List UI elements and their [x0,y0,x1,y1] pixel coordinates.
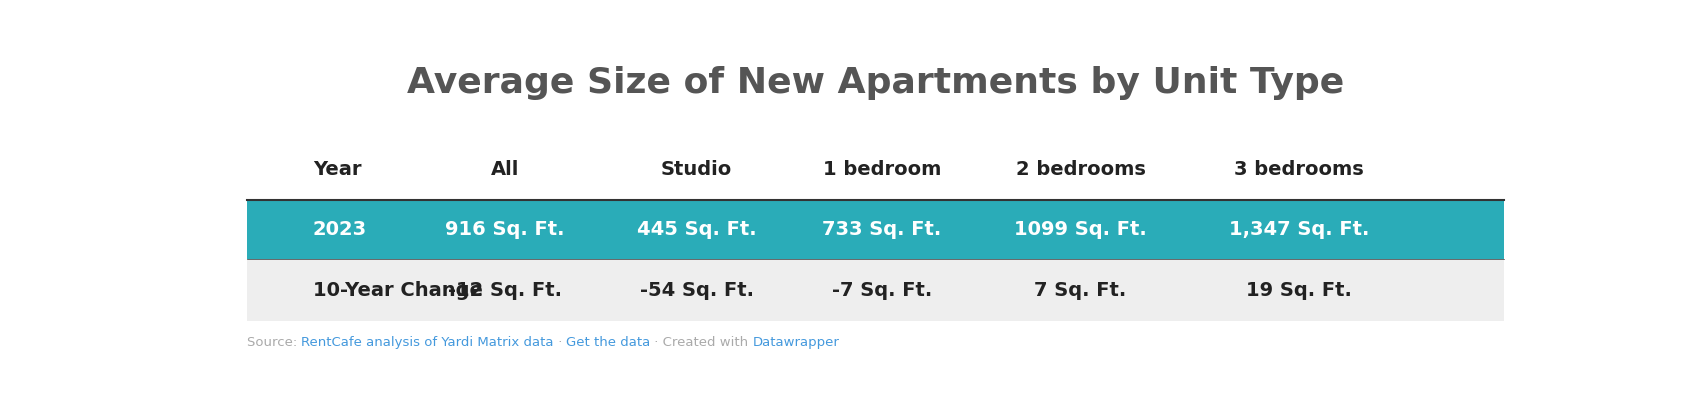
Text: 2 bedrooms: 2 bedrooms [1016,160,1145,180]
Text: 10-Year Change: 10-Year Change [312,281,483,299]
Text: 2023: 2023 [312,220,367,239]
Text: 19 Sq. Ft.: 19 Sq. Ft. [1246,281,1350,299]
Text: -54 Sq. Ft.: -54 Sq. Ft. [640,281,753,299]
Text: Year: Year [312,160,362,180]
Text: All: All [490,160,519,180]
Text: Studio: Studio [661,160,732,180]
Text: · Created with: · Created with [650,336,753,349]
Text: -12 Sq. Ft.: -12 Sq. Ft. [447,281,562,299]
Text: -7 Sq. Ft.: -7 Sq. Ft. [831,281,932,299]
Text: Get the data: Get the data [567,336,650,349]
Text: 445 Sq. Ft.: 445 Sq. Ft. [637,220,756,239]
Text: 3 bedrooms: 3 bedrooms [1234,160,1362,180]
Text: 7 Sq. Ft.: 7 Sq. Ft. [1034,281,1127,299]
Text: Datawrapper: Datawrapper [753,336,840,349]
Text: RentCafe analysis of Yardi Matrix data: RentCafe analysis of Yardi Matrix data [300,336,553,349]
Text: 733 Sq. Ft.: 733 Sq. Ft. [821,220,941,239]
Text: 1 bedroom: 1 bedroom [823,160,941,180]
Text: 916 Sq. Ft.: 916 Sq. Ft. [446,220,563,239]
Text: 1,347 Sq. Ft.: 1,347 Sq. Ft. [1227,220,1369,239]
Bar [246,259,1504,321]
Text: ·: · [553,336,567,349]
Text: Source:: Source: [246,336,300,349]
Bar [246,200,1504,259]
Text: Average Size of New Apartments by Unit Type: Average Size of New Apartments by Unit T… [406,66,1343,100]
Text: 1099 Sq. Ft.: 1099 Sq. Ft. [1014,220,1145,239]
